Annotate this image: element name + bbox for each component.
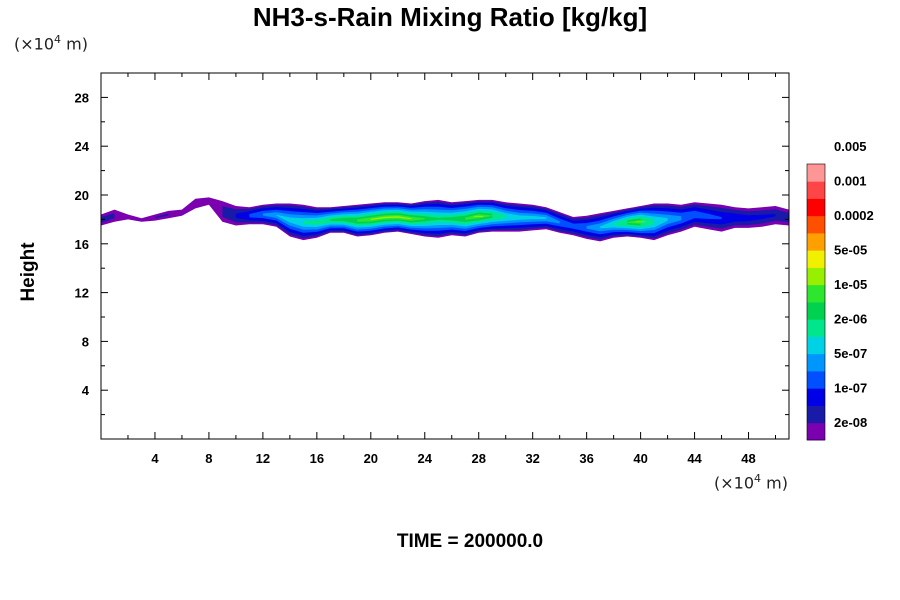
colorbar-swatch-2 <box>807 388 825 406</box>
x-tick-label-12: 12 <box>256 451 270 466</box>
colorbar-frame <box>806 163 826 441</box>
x-axis-unit: (×104 m) <box>714 472 788 493</box>
y-tick-label-12: 12 <box>75 286 89 301</box>
colorbar-label-0: 2e-08 <box>834 415 867 430</box>
colorbar-swatch-5 <box>807 336 825 355</box>
y-tick-label-8: 8 <box>82 334 89 349</box>
x-tick-label-16: 16 <box>310 451 324 466</box>
colorbar-label-7: 0.001 <box>834 173 867 188</box>
colorbar-swatch-11 <box>807 233 825 251</box>
x-tick-label-40: 40 <box>633 451 647 466</box>
colorbar-swatch-4 <box>807 353 825 372</box>
colorbar-label-4: 1e-05 <box>834 277 867 292</box>
y-tick-label-4: 4 <box>82 383 90 398</box>
y-tick-label-28: 28 <box>75 90 89 105</box>
colorbar-label-1: 1e-07 <box>834 380 867 395</box>
x-tick-label-8: 8 <box>205 451 212 466</box>
y-axis-unit: (×104 m) <box>14 33 88 54</box>
x-tick-label-48: 48 <box>741 451 755 466</box>
colorbar-swatch-3 <box>807 371 825 389</box>
x-tick-label-24: 24 <box>418 451 433 466</box>
time-label: TIME = 200000.0 <box>396 531 544 552</box>
x-tick-label-36: 36 <box>579 451 593 466</box>
contour-level-9-part-0 <box>370 216 412 220</box>
colorbar-label-8: 0.005 <box>834 139 867 154</box>
colorbar-label-6: 0.0002 <box>834 208 874 223</box>
colorbar-swatch-1 <box>807 405 825 424</box>
contour-level-1-part-0 <box>101 213 115 223</box>
colorbar-swatch-7 <box>807 302 825 320</box>
contour-level-8-part-0 <box>357 214 425 222</box>
colorbar-swatch-6 <box>807 319 825 337</box>
y-tick-label-20: 20 <box>75 188 89 203</box>
x-tick-label-44: 44 <box>687 451 702 466</box>
colorbar-swatch-0 <box>807 422 825 441</box>
colorbar-swatch-10 <box>807 250 825 268</box>
y-tick-label-16: 16 <box>75 237 89 252</box>
colorbar-label-2: 5e-07 <box>834 346 867 361</box>
contour-level-9-part-2 <box>635 221 646 223</box>
contour-level-8-part-2 <box>627 219 641 224</box>
y-tick-label-24: 24 <box>75 139 90 154</box>
cloud-field <box>101 197 789 242</box>
contour-level-8-part-1 <box>465 214 493 220</box>
colorbar-swatch-14 <box>807 181 825 199</box>
x-tick-label-4: 4 <box>151 451 159 466</box>
contour-level-1-part-1 <box>155 213 169 219</box>
colorbar-label-5: 5e-05 <box>834 242 867 257</box>
colorbar-swatch-15 <box>807 164 825 182</box>
plot-frame <box>100 72 790 440</box>
colorbar-swatch-8 <box>807 284 825 303</box>
colorbar-swatch-12 <box>807 215 825 234</box>
colorbar-label-3: 2e-06 <box>834 311 867 326</box>
colorbar-swatch-9 <box>807 267 825 286</box>
chart-title: NH3-s-Rain Mixing Ratio [kg/kg] <box>252 2 648 32</box>
x-tick-label-28: 28 <box>471 451 485 466</box>
colorbar-swatch-13 <box>807 198 825 217</box>
colorbar: 2e-08 1e-07 5e-07 2e-06 1e-05 5e-05 0.0002 0.00… <box>806 139 874 441</box>
contour-level-9-part-1 <box>474 215 484 217</box>
x-tick-label-32: 32 <box>525 451 539 466</box>
x-tick-label-20: 20 <box>364 451 378 466</box>
